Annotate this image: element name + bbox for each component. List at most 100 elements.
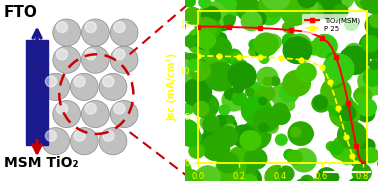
Circle shape xyxy=(214,129,228,142)
Circle shape xyxy=(264,34,281,50)
Circle shape xyxy=(257,67,277,87)
Circle shape xyxy=(276,134,287,145)
Circle shape xyxy=(369,60,378,69)
Circle shape xyxy=(272,103,288,119)
Circle shape xyxy=(201,130,224,152)
Circle shape xyxy=(195,18,217,38)
Circle shape xyxy=(246,82,261,96)
Circle shape xyxy=(354,150,367,161)
Circle shape xyxy=(369,14,378,28)
Circle shape xyxy=(259,54,269,63)
Circle shape xyxy=(299,1,323,23)
Circle shape xyxy=(182,129,201,147)
Circle shape xyxy=(305,0,333,9)
Circle shape xyxy=(82,100,109,128)
Circle shape xyxy=(114,49,125,60)
Circle shape xyxy=(291,127,301,137)
P 25 xyxy=(227,55,231,58)
TiO₂(MSM) xyxy=(319,37,324,39)
Circle shape xyxy=(338,122,366,148)
TiO₂(MSM) xyxy=(330,47,334,49)
Circle shape xyxy=(288,122,313,145)
Circle shape xyxy=(237,0,261,21)
Circle shape xyxy=(182,103,194,114)
Circle shape xyxy=(195,166,220,181)
Circle shape xyxy=(232,125,256,148)
TiO₂(MSM) xyxy=(352,136,356,138)
TiO₂(MSM) xyxy=(334,56,338,58)
Circle shape xyxy=(330,142,343,155)
Circle shape xyxy=(82,46,109,73)
P 25 xyxy=(288,58,293,60)
Circle shape xyxy=(70,73,98,100)
Circle shape xyxy=(291,149,316,172)
Circle shape xyxy=(236,167,261,181)
Circle shape xyxy=(361,139,375,153)
TiO₂(MSM) xyxy=(288,29,293,31)
Circle shape xyxy=(53,100,81,128)
Bar xyxy=(26,40,48,145)
Circle shape xyxy=(222,89,245,111)
Circle shape xyxy=(357,105,375,122)
Circle shape xyxy=(228,62,256,89)
Circle shape xyxy=(114,22,125,33)
TiO₂(MSM) xyxy=(342,83,346,86)
Circle shape xyxy=(311,0,341,18)
Circle shape xyxy=(202,134,230,161)
Circle shape xyxy=(358,99,376,116)
Circle shape xyxy=(213,32,227,45)
P 25 xyxy=(319,66,324,68)
Circle shape xyxy=(200,42,230,70)
TiO₂(MSM) xyxy=(268,28,273,30)
Circle shape xyxy=(85,22,96,33)
Circle shape xyxy=(281,0,310,25)
Circle shape xyxy=(360,0,378,14)
TiO₂(MSM) xyxy=(356,153,361,156)
P 25 xyxy=(268,56,273,58)
Circle shape xyxy=(170,60,195,83)
Circle shape xyxy=(190,61,211,81)
Circle shape xyxy=(241,12,262,31)
Circle shape xyxy=(257,85,274,102)
Circle shape xyxy=(265,166,290,181)
Circle shape xyxy=(354,90,366,100)
Legend: TiO₂(MSM), P 25: TiO₂(MSM), P 25 xyxy=(302,14,363,34)
P 25 xyxy=(206,55,211,57)
Circle shape xyxy=(239,4,253,17)
Circle shape xyxy=(238,151,246,158)
Circle shape xyxy=(377,53,378,64)
TiO₂(MSM) xyxy=(258,27,262,29)
Circle shape xyxy=(219,105,229,115)
Circle shape xyxy=(287,150,302,164)
TiO₂(MSM) xyxy=(206,26,211,28)
P 25 xyxy=(350,154,355,157)
Circle shape xyxy=(356,94,367,104)
Circle shape xyxy=(171,52,194,73)
Circle shape xyxy=(184,58,204,76)
Circle shape xyxy=(184,8,201,24)
TiO₂(MSM) xyxy=(278,28,283,30)
Circle shape xyxy=(74,76,85,87)
Circle shape xyxy=(326,53,341,67)
TiO₂(MSM) xyxy=(237,26,242,28)
Circle shape xyxy=(376,48,378,60)
P 25 xyxy=(344,136,349,138)
Circle shape xyxy=(85,103,96,114)
Circle shape xyxy=(246,10,256,20)
Circle shape xyxy=(363,41,371,49)
TiO₂(MSM) xyxy=(196,26,201,28)
Circle shape xyxy=(103,76,114,87)
TiO₂(MSM) xyxy=(360,162,365,164)
Circle shape xyxy=(259,0,287,17)
Circle shape xyxy=(312,95,330,112)
Circle shape xyxy=(298,0,316,8)
Circle shape xyxy=(339,46,369,74)
Circle shape xyxy=(330,0,353,9)
P 25 xyxy=(354,162,359,164)
Circle shape xyxy=(282,33,298,49)
Circle shape xyxy=(193,94,218,118)
Circle shape xyxy=(352,164,371,181)
Circle shape xyxy=(278,166,294,181)
TiO₂(MSM) xyxy=(354,145,359,147)
Circle shape xyxy=(283,71,310,96)
